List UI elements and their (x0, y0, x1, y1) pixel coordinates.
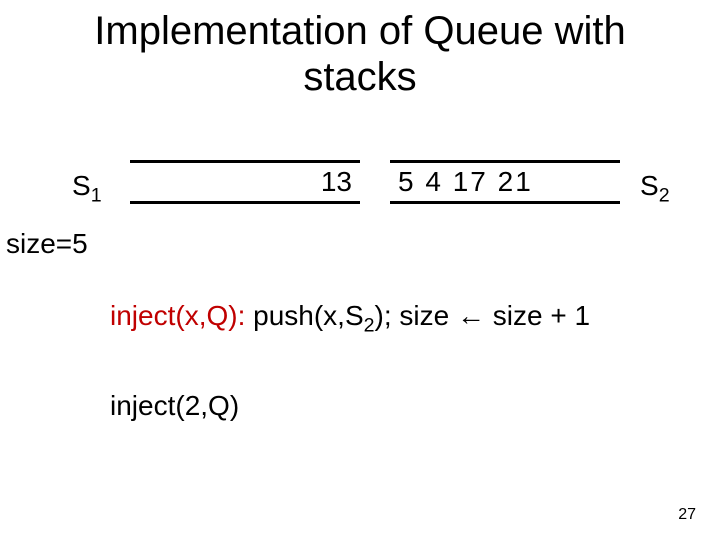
size-label: size=5 (6, 228, 88, 260)
inject-def-part1: push(x,S (245, 300, 363, 331)
stack1-box: 13 (130, 160, 360, 204)
stack1-label: S1 (72, 170, 102, 208)
stack1-label-sub: 1 (91, 185, 102, 207)
inject-def-sub: 2 (364, 315, 375, 337)
page-number: 27 (678, 506, 696, 524)
title-line-1: Implementation of Queue with (94, 9, 625, 53)
stacks-row: S1 13 5 4 17 21 S2 (0, 160, 720, 220)
stack2-label-sub: 2 (659, 185, 670, 207)
title-line-2: stacks (303, 55, 416, 99)
inject-call: inject(2,Q) (110, 390, 239, 422)
stack2-box: 5 4 17 21 (390, 160, 620, 204)
stack2-content: 5 4 17 21 (398, 166, 533, 197)
stack1-label-base: S (72, 170, 91, 201)
stack2-label: S2 (640, 170, 670, 208)
stack2-label-base: S (640, 170, 659, 201)
stack1-content: 13 (321, 166, 352, 197)
inject-def-keyword: inject(x,Q): (110, 300, 245, 331)
slide-title: Implementation of Queue with stacks (0, 8, 720, 100)
inject-def-part2: ); size ← size + 1 (375, 300, 591, 331)
inject-definition: inject(x,Q): push(x,S2); size ← size + 1 (110, 300, 590, 338)
